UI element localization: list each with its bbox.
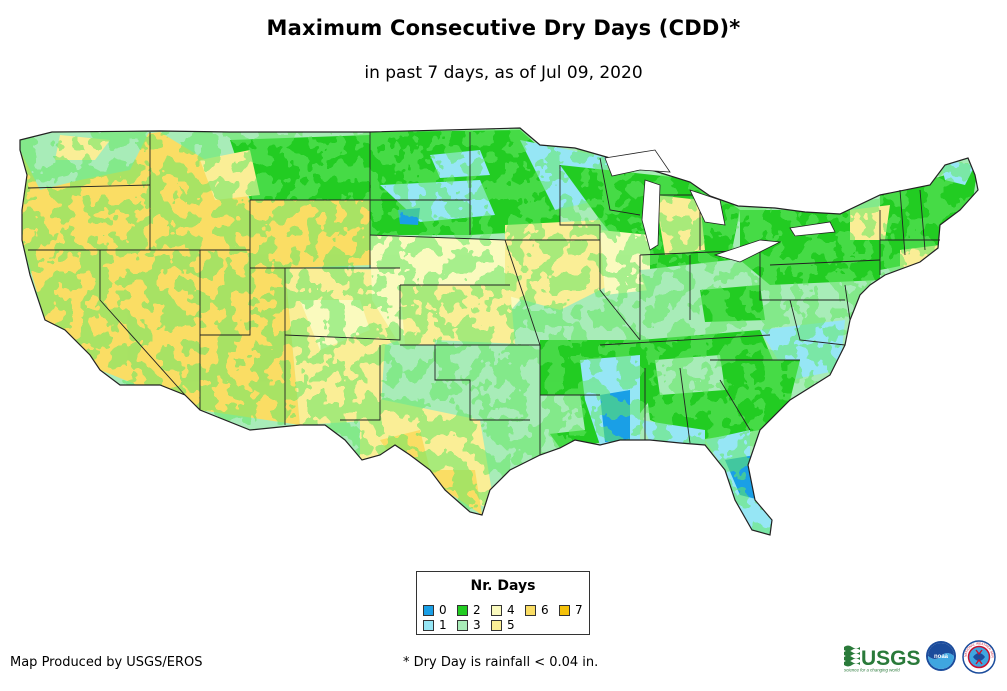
usgs-logo: USGS science for a changing world [844,645,921,673]
usgs-wordmark: USGS [861,647,921,670]
legend-label-6: 6 [541,603,549,617]
legend-label-5: 5 [507,618,515,632]
legend-item-2: 2 [457,603,481,617]
map-fill [20,128,978,535]
legend-item-4: 4 [491,603,515,617]
legend-item-6: 6 [525,603,549,617]
legend-item-3: 3 [457,618,481,632]
legend-label-1: 1 [439,618,447,632]
noaa-logo: noaa [926,641,956,671]
legend-swatch-1 [423,619,434,631]
legend-label-3: 3 [473,618,481,632]
legend-item-5: 5 [491,618,515,632]
legend-label-2: 2 [473,603,481,617]
legend-item-0: 0 [423,603,447,617]
legend-item-7: 7 [559,603,583,617]
map-subtitle: in past 7 days, as of Jul 09, 2020 [364,63,643,83]
map-credit: Map Produced by USGS/EROS [10,655,203,670]
noaa-wordmark: noaa [934,654,949,660]
usgs-tagline: science for a changing world [844,668,900,673]
legend-label-0: 0 [439,603,447,617]
great-lakes [604,149,836,263]
legend-label-4: 4 [507,603,515,617]
legend-title: Nr. Days [470,578,536,594]
legend-swatch-7 [559,604,570,616]
legend-swatch-0 [423,604,434,616]
legend-item-1: 1 [423,618,447,632]
map-title: Maximum Consecutive Dry Days (CDD)* [266,16,741,40]
legend-label-7: 7 [575,603,583,617]
legend-swatch-5 [491,619,502,631]
legend-swatch-6 [525,604,536,616]
legend-swatch-2 [457,604,468,616]
legend-swatch-4 [491,604,502,616]
dry-day-footnote: * Dry Day is rainfall < 0.04 in. [403,655,599,670]
legend-swatch-3 [457,619,468,631]
legend: Nr. Days 0 1 2 3 4 5 6 7 [416,571,590,635]
nws-logo: NATIONAL WEATHER SERVICE [962,640,996,674]
state-boundaries [19,127,979,536]
